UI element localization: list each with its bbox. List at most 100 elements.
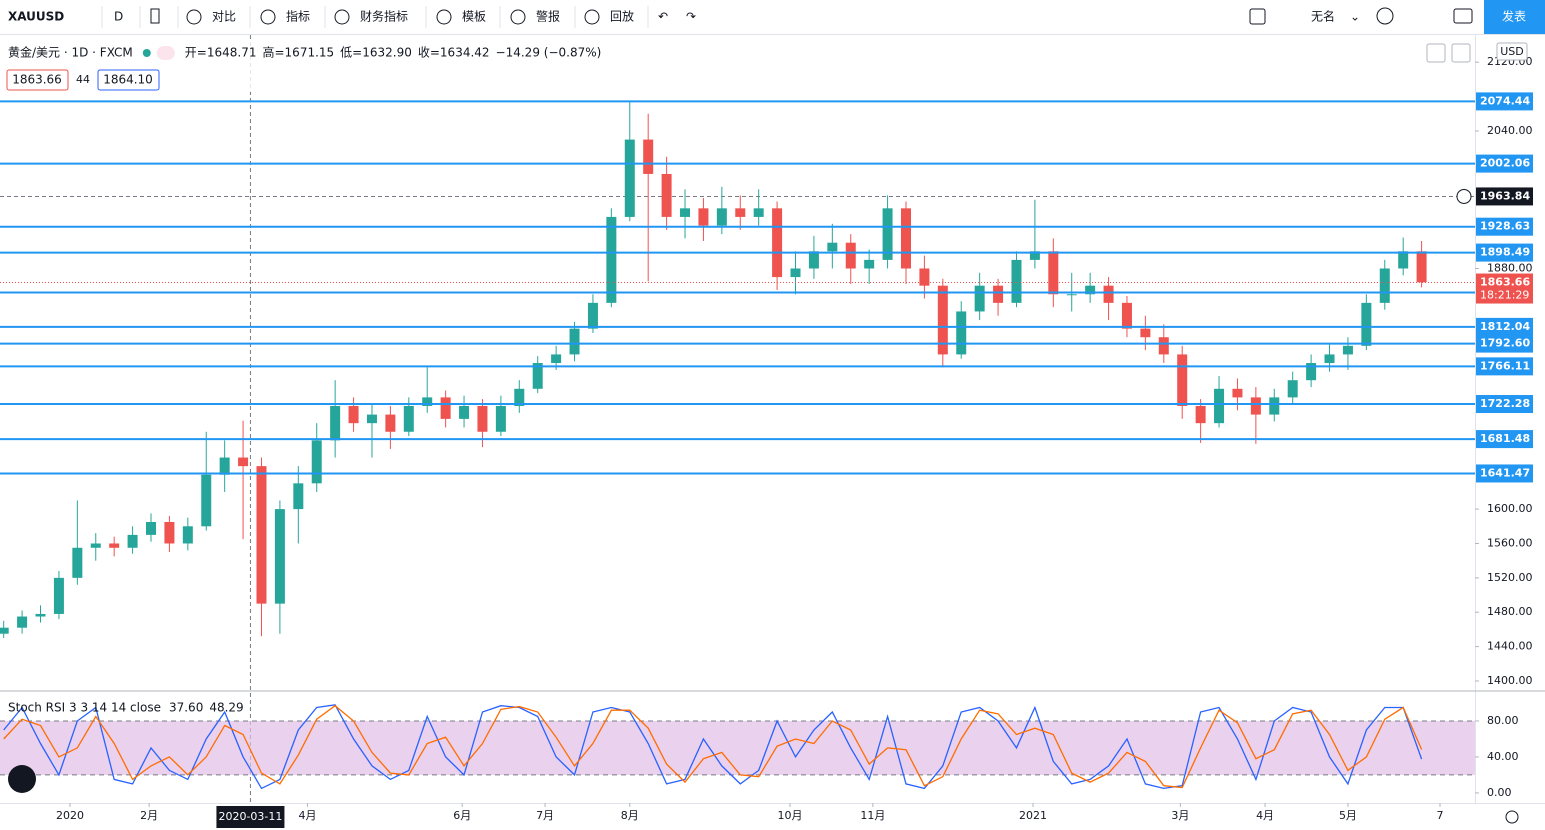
x-tick-label: 7月: [536, 809, 554, 822]
x-tick-label: 2月: [140, 809, 158, 822]
candle-body: [1306, 363, 1317, 381]
level-label: 1898.49: [1480, 246, 1530, 259]
candle-body: [1416, 251, 1427, 283]
y-tick-label: 1880.00: [1487, 261, 1533, 274]
candle-body: [109, 543, 120, 548]
undo: ↶: [658, 10, 668, 24]
candle-body: [145, 521, 156, 535]
candle-body: [1177, 354, 1188, 406]
caret: ⌄: [1350, 10, 1360, 24]
camera-icon: [1453, 8, 1473, 24]
crosshair-price: 1963.84: [1480, 189, 1530, 202]
plus-button[interactable]: [1456, 188, 1472, 204]
candle-body: [624, 139, 635, 217]
candle-body: [1195, 405, 1206, 424]
stoch-line: [3, 704, 1423, 789]
stoch-title: Stoch RSI 3 3 14 14 close: [8, 701, 161, 715]
candle-body: [274, 509, 285, 604]
candle-body: [256, 466, 267, 604]
candle-body: [735, 208, 746, 217]
reset-btn[interactable]: [1451, 43, 1471, 63]
bid: 1863.66: [12, 73, 62, 87]
toolbar-button[interactable]: 警报: [536, 9, 560, 24]
candle-body: [698, 208, 709, 226]
toolbar-button[interactable]: 回放: [610, 9, 634, 24]
toolbar-button[interactable]: 对比: [212, 10, 236, 24]
ask-box: [97, 69, 160, 91]
candle-body: [514, 388, 525, 406]
level-label-box: [1476, 395, 1533, 414]
currency: USD: [1500, 45, 1524, 58]
candle-body: [1011, 259, 1022, 303]
toolbar-button[interactable]: 指标: [286, 9, 310, 24]
x-tick-label: 4月: [1256, 809, 1274, 822]
candle-body: [1269, 397, 1280, 415]
candle-body: [477, 405, 488, 432]
legend-value: 1632.90: [362, 46, 412, 60]
button-icon: [510, 9, 526, 25]
x-tick-label: 11月: [860, 809, 885, 822]
publish-text[interactable]: 发表: [1502, 9, 1526, 24]
status-icon: [156, 46, 175, 60]
candle-body: [1048, 251, 1059, 295]
y-tick-label: 1600.00: [1487, 502, 1533, 515]
candle-body: [937, 285, 948, 355]
publish-button[interactable]: [1484, 0, 1545, 34]
last-price: 1863.66: [1480, 276, 1530, 289]
level-label-box: [1476, 464, 1533, 483]
level-label-box: [1476, 243, 1533, 262]
candle-body: [293, 483, 304, 510]
level-label-box: [1476, 154, 1533, 173]
stoch-value: 37.60: [169, 701, 203, 715]
candle-body: [1214, 388, 1225, 424]
candle-body: [403, 405, 414, 432]
candle-body: [551, 354, 562, 364]
level-label-box: [1476, 217, 1533, 236]
x-tick-label: 10月: [777, 809, 802, 822]
candle-body: [956, 311, 967, 355]
symbol[interactable]: XAUUSD: [8, 10, 64, 24]
legend-change: −14.29 (−0.87%): [496, 46, 602, 60]
candle-body: [864, 259, 875, 269]
candle-body: [1121, 302, 1132, 329]
toolbar: [0, 0, 1545, 34]
legend-value: 1671.15: [285, 46, 335, 60]
logo: [8, 765, 36, 793]
candle-body: [1324, 354, 1335, 364]
candle-body: [440, 397, 451, 419]
toolbar-button[interactable]: 模板: [462, 10, 486, 24]
toolbar-button[interactable]: 财务指标: [360, 9, 408, 24]
x-tick-label: 5月: [1339, 809, 1357, 822]
candle-body: [900, 208, 911, 269]
x-tick-label: 6月: [453, 809, 471, 822]
candle-body: [1158, 337, 1169, 355]
candle-body: [1379, 268, 1390, 303]
interval[interactable]: D: [114, 10, 123, 24]
last-price-box: [1476, 273, 1533, 304]
legend-label: 低=: [340, 46, 362, 60]
layout-name[interactable]: 无名: [1311, 9, 1335, 24]
candle-body: [1029, 251, 1040, 260]
settings-icon: [1376, 7, 1394, 25]
x-tick-label: 7: [1437, 809, 1444, 822]
spread: 44: [76, 73, 90, 86]
candle-body: [90, 543, 101, 548]
candle-body: [53, 577, 64, 614]
axis-settings[interactable]: [1505, 810, 1519, 824]
candle-body: [974, 285, 985, 312]
candle-body: [993, 285, 1004, 303]
bar-style-icon: [150, 8, 160, 24]
candle-body: [569, 328, 580, 355]
x-tick-label: 4月: [299, 809, 317, 822]
candle-body: [772, 208, 783, 278]
candle-body: [1361, 302, 1372, 346]
candle-body: [201, 474, 212, 527]
candle-body: [1342, 345, 1353, 355]
candle-body: [606, 216, 617, 303]
candle-body: [882, 208, 893, 260]
level-label: 1722.28: [1480, 397, 1530, 410]
scroll-btn[interactable]: [1426, 43, 1446, 63]
candle-body: [72, 547, 83, 578]
candle-body: [827, 242, 838, 252]
